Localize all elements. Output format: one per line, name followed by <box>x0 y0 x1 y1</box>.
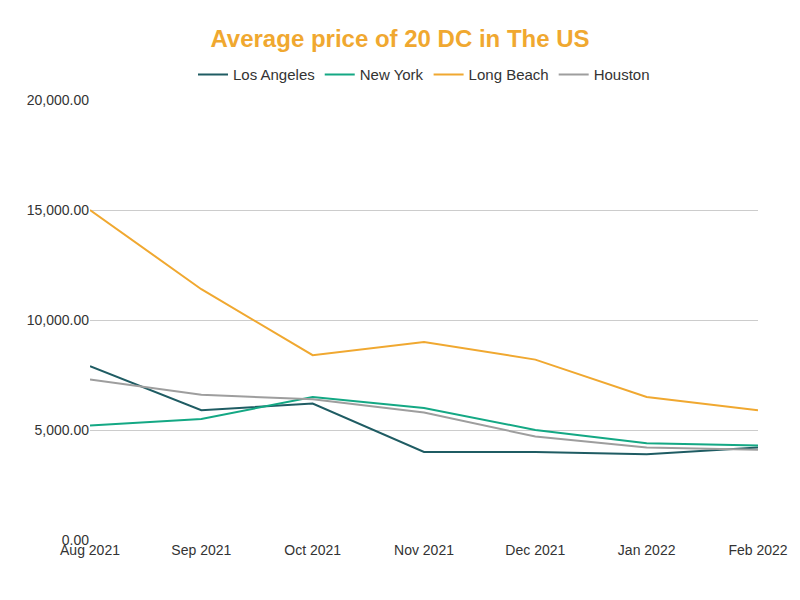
svg-text:Jan 2022: Jan 2022 <box>618 542 676 558</box>
svg-text:Los Angeles: Los Angeles <box>233 66 315 83</box>
svg-text:15,000.00: 15,000.00 <box>27 202 89 218</box>
svg-text:Sep 2021: Sep 2021 <box>171 542 231 558</box>
svg-text:Feb 2022: Feb 2022 <box>728 542 787 558</box>
svg-text:Aug 2021: Aug 2021 <box>60 542 120 558</box>
svg-text:Average price of 20 DC in The: Average price of 20 DC in The US <box>210 25 589 52</box>
svg-text:Oct 2021: Oct 2021 <box>284 542 341 558</box>
svg-text:5,000.00: 5,000.00 <box>35 422 90 438</box>
svg-text:20,000.00: 20,000.00 <box>27 92 89 108</box>
svg-text:Houston: Houston <box>594 66 650 83</box>
svg-text:Nov 2021: Nov 2021 <box>394 542 454 558</box>
svg-text:10,000.00: 10,000.00 <box>27 312 89 328</box>
svg-text:Dec 2021: Dec 2021 <box>505 542 565 558</box>
svg-text:0.00: 0.00 <box>62 532 89 548</box>
svg-text:New York: New York <box>360 66 424 83</box>
svg-text:Long Beach: Long Beach <box>469 66 549 83</box>
